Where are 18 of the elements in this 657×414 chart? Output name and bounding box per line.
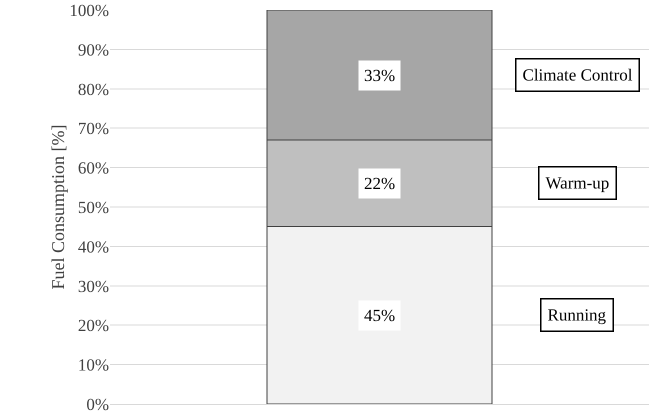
y-axis-title: Fuel Consumption [%] <box>48 124 68 290</box>
y-tick-label: 50% <box>78 198 109 217</box>
y-tick-label: 10% <box>78 356 109 375</box>
y-tick-label: 80% <box>78 80 109 99</box>
y-tick-label: 0% <box>86 394 109 414</box>
y-tick-label: 40% <box>78 237 109 256</box>
y-tick-label: 70% <box>78 119 109 138</box>
series-label: Climate Control <box>522 66 633 84</box>
text: Running <box>548 306 607 324</box>
y-tick-label: 30% <box>78 276 109 296</box>
data-label: 22% <box>364 174 396 193</box>
y-tick-label: 90% <box>78 40 109 60</box>
data-label: 45% <box>364 306 396 325</box>
y-tick-label: 100% <box>69 0 109 20</box>
y-tick-label: 20% <box>78 316 109 336</box>
text: Warm-up <box>546 174 610 192</box>
y-tick-label: 60% <box>78 158 109 178</box>
data-label: 33% <box>364 66 396 85</box>
